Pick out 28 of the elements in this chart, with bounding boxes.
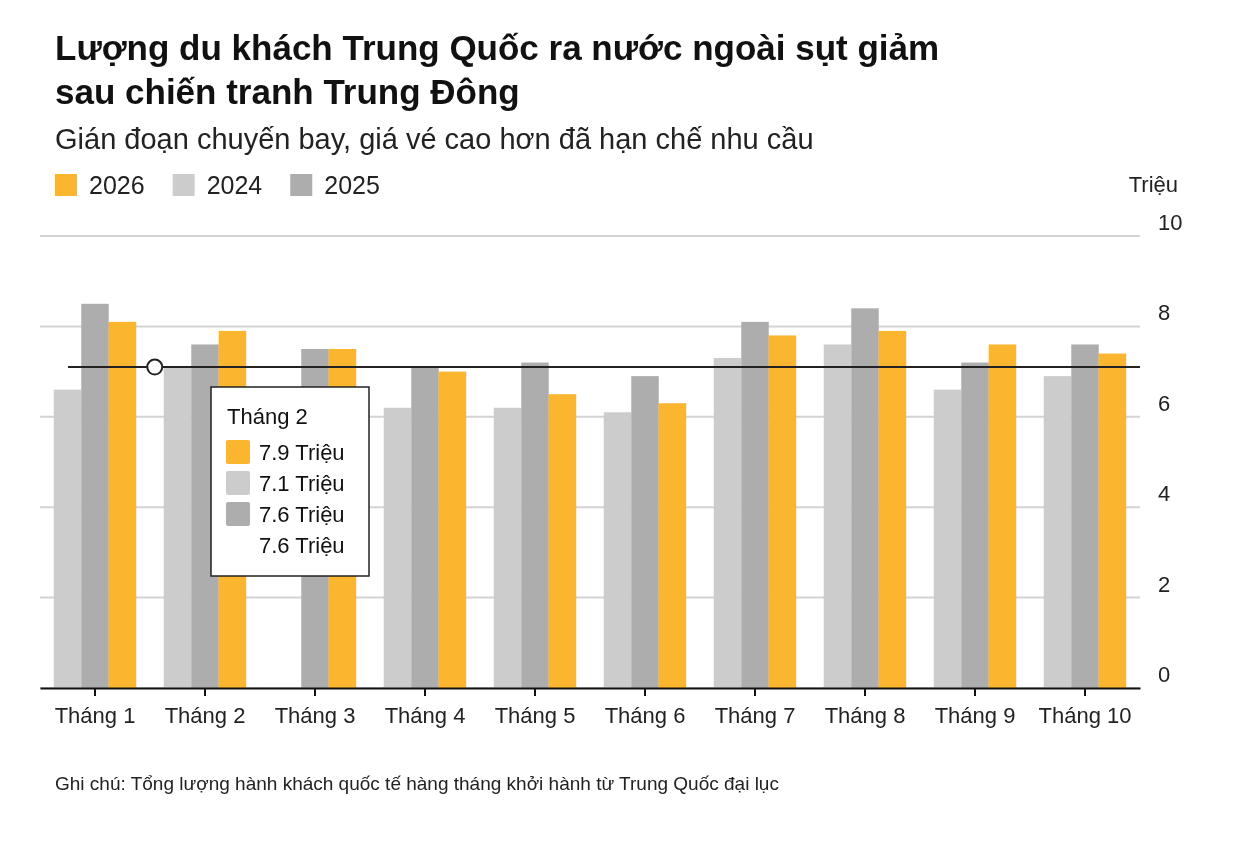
- x-tick-label: Tháng 5: [494, 703, 576, 729]
- y-tick-label: 0: [1158, 661, 1171, 687]
- x-tick-label: Tháng 9: [934, 703, 1016, 729]
- y-tick-label: 2: [1158, 571, 1171, 597]
- legend-label: 2026: [89, 171, 145, 199]
- annotation: 7.9 Triệu: [259, 440, 345, 465]
- annotation: Tháng 2: [227, 404, 308, 429]
- x-tick-label: Tháng 1: [54, 703, 136, 729]
- annotation: 7.6 Triệu: [259, 502, 345, 527]
- legend-label: 2025: [324, 171, 380, 199]
- y-tick-label: 6: [1158, 390, 1171, 416]
- text: Ghi chú: Tổng lượng hành khách quốc tế hàng tháng khởi hành từ Trung Quốc đại lục: [55, 773, 779, 794]
- legend-label: 2024: [206, 171, 263, 199]
- y-axis-title: Triệu: [1128, 172, 1178, 197]
- x-tick-label: Tháng 3: [274, 703, 356, 729]
- x-tick-label: Tháng 8: [824, 703, 906, 729]
- chart-title: Lượng du khách Trung Quốc ra nước ngoài sụt giảm sau chiến tranh Trung Đông: [55, 28, 940, 111]
- x-tick-label: Tháng 10: [1038, 703, 1132, 729]
- x-tick-label: Tháng 4: [384, 703, 466, 729]
- y-tick-label: 4: [1158, 481, 1171, 507]
- annotation: 7.6 Triệu: [259, 533, 345, 558]
- x-tick-label: Tháng 7: [714, 703, 796, 729]
- x-tick-label: Tháng 6: [604, 703, 686, 729]
- x-tick-label: Tháng 2: [164, 703, 246, 729]
- y-tick-label: 10: [1158, 209, 1183, 235]
- chart-subtitle: Gián đoạn chuyến bay, giá vé cao hơn đã hạn chế nhu cầu: [55, 123, 814, 155]
- y-tick-label: 8: [1158, 300, 1171, 326]
- annotation: 7.1 Triệu: [259, 471, 345, 496]
